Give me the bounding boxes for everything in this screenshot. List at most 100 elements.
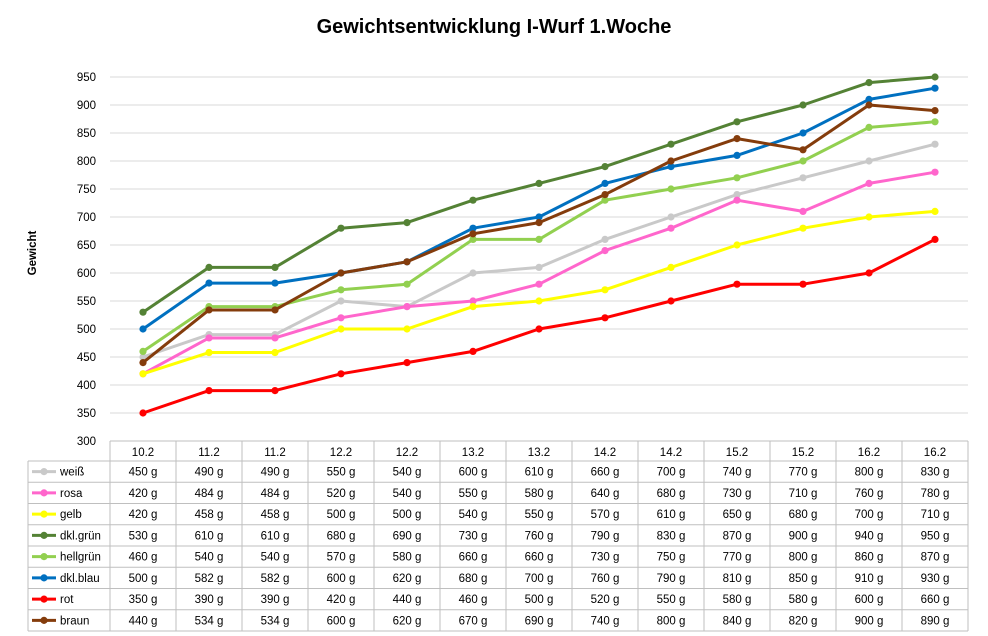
x-tick-label: 16.2 <box>858 447 880 459</box>
data-label: 740 g <box>723 467 752 479</box>
data-point <box>601 191 609 199</box>
data-label: 700 g <box>855 509 884 521</box>
data-label: 440 g <box>129 615 158 627</box>
data-label: 520 g <box>327 488 356 500</box>
data-label: 610 g <box>657 509 686 521</box>
data-point <box>205 348 213 357</box>
x-tick-label: 14.2 <box>660 447 682 459</box>
legend-label: dkl.grün <box>60 530 101 542</box>
data-label: 600 g <box>459 467 488 479</box>
data-point <box>601 235 609 243</box>
data-label: 710 g <box>921 509 950 521</box>
data-label: 800 g <box>855 467 884 479</box>
data-point <box>403 303 411 311</box>
data-point <box>733 196 741 204</box>
data-point <box>469 303 477 311</box>
data-point <box>469 347 477 355</box>
data-point <box>667 140 675 148</box>
series-lines <box>139 73 939 417</box>
data-label: 620 g <box>393 615 422 627</box>
x-tick-label: 12.2 <box>330 447 352 459</box>
x-tick-label: 13.2 <box>528 447 550 459</box>
data-point <box>271 279 279 287</box>
data-label: 730 g <box>723 488 752 500</box>
data-label: 730 g <box>591 552 620 564</box>
data-label: 760 g <box>591 573 620 585</box>
data-point <box>667 185 675 193</box>
data-label: 500 g <box>393 509 422 521</box>
data-label: 582 g <box>195 573 224 585</box>
data-label: 900 g <box>789 530 818 542</box>
data-point <box>733 118 741 126</box>
data-label: 850 g <box>789 573 818 585</box>
data-point <box>931 235 939 243</box>
legend-label: gelb <box>60 509 82 521</box>
data-label: 580 g <box>723 594 752 606</box>
data-point <box>271 348 279 357</box>
data-label: 420 g <box>129 509 158 521</box>
data-point <box>535 297 543 305</box>
data-point <box>403 325 411 333</box>
x-tick-label: 11.2 <box>264 447 286 459</box>
x-tick-label: 16.2 <box>924 447 946 459</box>
gridlines <box>110 76 968 414</box>
data-label: 800 g <box>789 552 818 564</box>
data-label: 750 g <box>657 552 686 564</box>
series-line <box>142 103 936 364</box>
data-point <box>139 308 147 316</box>
data-label: 610 g <box>261 530 290 542</box>
data-point <box>865 157 873 165</box>
data-point <box>601 196 609 204</box>
data-label: 540 g <box>393 488 422 500</box>
data-point <box>205 279 213 287</box>
data-label: 840 g <box>723 615 752 627</box>
data-label: 760 g <box>525 530 554 542</box>
data-label: 550 g <box>657 594 686 606</box>
data-point <box>403 258 411 266</box>
data-point <box>931 118 939 126</box>
data-label: 420 g <box>129 488 158 500</box>
data-label: 650 g <box>723 509 752 521</box>
x-tick-label: 10.2 <box>132 447 154 459</box>
data-label: 490 g <box>261 467 290 479</box>
data-label: 610 g <box>525 467 554 479</box>
data-point <box>601 314 609 322</box>
data-label: 790 g <box>657 573 686 585</box>
y-tick-label: 550 <box>77 296 96 308</box>
series-line <box>142 209 936 376</box>
x-tick-label: 13.2 <box>462 447 484 459</box>
data-point <box>205 306 213 314</box>
y-tick-label: 350 <box>77 408 96 420</box>
series-line <box>142 86 936 331</box>
data-point <box>931 140 939 148</box>
data-point <box>865 101 873 109</box>
data-point <box>865 95 873 103</box>
data-point <box>469 235 477 243</box>
y-tick-label: 950 <box>77 72 96 84</box>
data-point <box>535 280 543 288</box>
data-label: 610 g <box>195 530 224 542</box>
y-tick-label: 800 <box>77 156 96 168</box>
data-point <box>601 179 609 187</box>
data-label: 540 g <box>459 509 488 521</box>
data-point <box>139 347 147 355</box>
y-tick-label: 700 <box>77 212 96 224</box>
data-label: 600 g <box>327 573 356 585</box>
x-tick-label: 11.2 <box>198 447 220 459</box>
data-point <box>469 297 477 305</box>
data-point <box>799 280 807 288</box>
data-point <box>733 151 741 159</box>
x-tick-label: 15.2 <box>792 447 814 459</box>
data-point <box>931 107 939 115</box>
data-point <box>799 174 807 182</box>
data-label: 730 g <box>459 530 488 542</box>
data-point <box>535 325 543 333</box>
data-label: 900 g <box>855 615 884 627</box>
legend-label: dkl.blau <box>60 573 100 585</box>
data-point <box>139 325 147 333</box>
data-point <box>865 269 873 277</box>
data-label: 620 g <box>393 573 422 585</box>
data-point <box>271 387 279 395</box>
data-label: 350 g <box>129 594 158 606</box>
data-label: 582 g <box>261 573 290 585</box>
